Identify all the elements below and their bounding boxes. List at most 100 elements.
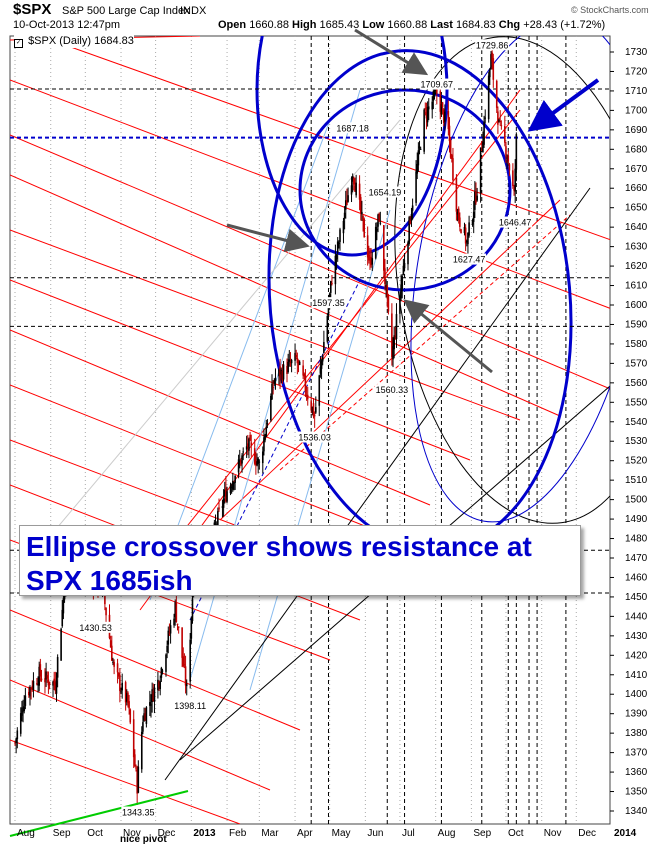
y-tick-label: 1600 (625, 300, 648, 311)
x-tick-label: Apr (297, 828, 313, 839)
price-bar-body (287, 361, 289, 373)
price-bar-body (368, 254, 370, 261)
price-bar-body (52, 681, 54, 686)
price-bar-body (129, 709, 132, 723)
price-bar-body (159, 681, 162, 690)
price-bar-body (392, 346, 394, 360)
y-tick-label: 1530 (625, 436, 648, 447)
x-tick-label: Oct (87, 828, 103, 839)
price-bar-body (376, 229, 378, 231)
y-tick-label: 1630 (625, 242, 648, 253)
open-label: Open (218, 19, 247, 31)
last-value: 1684.83 (455, 19, 496, 31)
price-bar-body (441, 102, 444, 108)
price-bar-body (434, 89, 437, 92)
price-bar-body (32, 681, 35, 690)
price-bar-body (190, 617, 193, 639)
checkbox-icon[interactable]: ✓ (14, 39, 23, 48)
price-bar-body (467, 232, 469, 245)
price-bar-body (323, 342, 325, 354)
price-bar-body (48, 681, 51, 686)
x-tick-label: Nov (544, 828, 562, 839)
price-bar-body (223, 489, 226, 497)
low-label: Low (362, 19, 385, 31)
price-bar-body (157, 679, 159, 691)
price-bar-body (490, 54, 492, 70)
price-bar-body (124, 682, 127, 703)
price-bar-body (274, 377, 277, 381)
price-bar-body (400, 284, 402, 299)
price-bar-body (160, 667, 163, 678)
price-bar-body (444, 111, 446, 122)
price-bar-body (495, 80, 498, 108)
y-tick-label: 1570 (625, 358, 648, 369)
price-bar-body (183, 664, 186, 666)
stockcharts-watermark: © StockCharts.com (571, 5, 649, 15)
price-bar-body (232, 480, 234, 490)
price-bar-body (248, 438, 250, 451)
data-label: 1398.11 (174, 701, 206, 711)
price-bar-body (137, 766, 140, 793)
price-bar-body (351, 176, 354, 182)
x-tick-label: Oct (508, 828, 524, 839)
y-tick-label: 1410 (625, 670, 648, 681)
price-bar-body (505, 146, 507, 157)
price-bar-body (165, 654, 167, 672)
price-bar-body (319, 366, 322, 374)
price-bar-body (449, 139, 452, 158)
price-bar-body (113, 661, 115, 667)
price-bar-body (279, 366, 281, 378)
price-bar-body (455, 177, 458, 212)
price-bar-body (472, 211, 475, 222)
price-bar-body (409, 219, 412, 224)
price-bar-body (483, 121, 485, 145)
price-bar-body (386, 285, 389, 298)
price-bar-body (433, 91, 436, 95)
price-bar-body (47, 679, 50, 686)
price-bar-body (245, 446, 248, 450)
y-tick-label: 1370 (625, 748, 648, 759)
price-bar-body (491, 52, 493, 62)
y-tick-label: 1430 (625, 631, 648, 642)
price-bar-body (62, 598, 65, 614)
data-label: 1343.35 (122, 807, 155, 817)
price-bar-body (286, 365, 288, 374)
price-bar-body (14, 742, 16, 744)
data-label-bg (173, 699, 208, 711)
price-bar-body (296, 358, 299, 364)
price-bar-body (233, 483, 235, 485)
price-bar-body (370, 256, 372, 266)
price-bar-body (22, 710, 24, 712)
price-bar-body (471, 220, 474, 225)
price-bar-body (387, 295, 390, 312)
price-bar-body (343, 212, 346, 219)
price-bar-body (475, 191, 477, 203)
price-bar-body (508, 164, 511, 171)
arrow-top-gray (354, 28, 429, 76)
price-bar-body (242, 451, 244, 453)
price-bar-body (176, 623, 179, 626)
price-bar-body (306, 394, 309, 400)
price-bar-body (135, 767, 137, 769)
y-tick-label: 1340 (625, 806, 648, 817)
price-bar-body (16, 730, 19, 740)
price-bar-body (128, 701, 130, 709)
price-bar-body (312, 403, 315, 417)
callout-line-1: Ellipse crossover shows resistance at (26, 531, 532, 562)
price-bar-body (416, 163, 419, 174)
price-bar-body (383, 225, 385, 271)
price-bar-body (358, 183, 361, 200)
price-bar-body (60, 628, 62, 661)
price-bar-body (326, 316, 329, 342)
data-label-bg (374, 384, 409, 396)
green-support-line (9, 790, 189, 837)
price-bar-body (112, 661, 114, 663)
price-bar-body (249, 434, 251, 441)
data-label-bg (419, 78, 454, 90)
price-bar-body (222, 498, 225, 508)
price-bar-body (403, 262, 406, 269)
price-bar-body (447, 111, 450, 130)
price-bar-body (369, 258, 371, 260)
price-bar-body (320, 360, 323, 369)
